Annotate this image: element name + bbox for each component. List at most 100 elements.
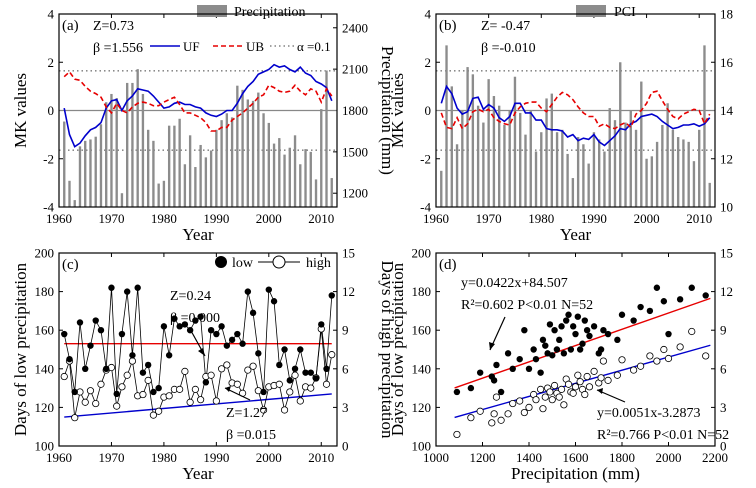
equation-low: R²=0.602 P<0.01 N=52 [461, 298, 593, 313]
low-point [586, 332, 593, 340]
low-point [646, 307, 654, 315]
bar [682, 139, 685, 207]
bar [450, 86, 453, 207]
y2-tick-label: 3 [342, 400, 349, 415]
high-point [597, 374, 605, 382]
high-point [249, 362, 257, 370]
low-point [82, 365, 89, 372]
bar [482, 122, 485, 207]
y-tick-label: 120 [35, 400, 55, 415]
y2-tick-label: 1500 [342, 144, 368, 159]
low-point [653, 284, 661, 291]
plot-frame [435, 13, 716, 208]
high-point [86, 387, 95, 395]
x-axis-title: Year [560, 225, 592, 244]
y2-tick-label: 14 [720, 103, 734, 118]
bar [645, 158, 648, 207]
low-point [176, 323, 183, 330]
low-point [276, 361, 283, 369]
low-point [597, 346, 605, 353]
bar [466, 67, 469, 207]
annotation: Z= -0.47 [481, 19, 530, 34]
y-tick-label: -2 [420, 151, 431, 166]
bar [99, 124, 103, 207]
low-point [539, 336, 547, 344]
low-point [139, 369, 147, 376]
y-axis-title: MK values [388, 73, 407, 148]
high-point [702, 352, 710, 360]
low-point [504, 350, 512, 357]
low-point [604, 330, 612, 338]
low-point [108, 284, 115, 291]
high-point [218, 365, 226, 373]
low-point [516, 355, 523, 363]
low-point [676, 296, 684, 303]
low-point [600, 327, 607, 334]
high-point [113, 402, 121, 410]
y-tick-label: 100 [412, 439, 432, 454]
high-point [557, 385, 566, 393]
high-point [504, 410, 512, 418]
high-point [497, 416, 505, 424]
bar [293, 135, 297, 207]
high-point [541, 393, 549, 401]
y2-tick-label: 15 [342, 246, 355, 261]
bar [152, 140, 155, 207]
equation-low: y=0.0422x+84.507 [461, 276, 568, 291]
low-point [476, 369, 484, 376]
bar [529, 110, 532, 207]
high-point [181, 367, 189, 375]
x-tick-label: 2000 [634, 211, 660, 226]
bar [304, 149, 307, 207]
high-point [555, 393, 563, 401]
low-point [87, 342, 94, 349]
bar [230, 117, 234, 207]
low-point [61, 330, 68, 338]
y-tick-label: 2 [48, 55, 55, 70]
low-point [509, 365, 516, 372]
equation-arrowhead [597, 388, 603, 394]
x-tick-label: 1980 [528, 211, 554, 226]
low-point [567, 346, 575, 353]
bar [136, 69, 139, 208]
bar [73, 200, 76, 207]
bar [178, 118, 181, 207]
bar [157, 183, 160, 207]
bar [94, 136, 97, 207]
y-tick-label: 160 [412, 323, 432, 338]
high-point [296, 397, 304, 405]
high-point [525, 403, 533, 411]
bar [278, 138, 281, 207]
ub-line [63, 70, 333, 132]
bar [78, 146, 82, 207]
legend-label: α =0.1 [297, 39, 331, 54]
low-point [134, 284, 141, 291]
bar [120, 193, 124, 207]
y-tick-label: 120 [412, 400, 432, 415]
x-tick-label: 2200 [702, 450, 728, 465]
high-point [576, 378, 584, 386]
low-point [688, 284, 695, 291]
low-point [270, 298, 278, 305]
bar [497, 105, 501, 207]
y-tick-label: 200 [412, 246, 432, 261]
low-point [207, 327, 215, 334]
legend-label: Precipitation [234, 5, 306, 20]
high-point [81, 398, 89, 406]
low-point [581, 317, 588, 324]
x-tick-label: 1980 [151, 211, 177, 226]
bar [110, 93, 113, 207]
low-point [307, 369, 314, 376]
bar [173, 125, 176, 207]
y-axis-title: MK values [11, 73, 30, 148]
high-point [581, 390, 589, 399]
x-tick-label: 2000 [256, 450, 282, 465]
panel-label: (d) [439, 257, 457, 273]
low-point [291, 365, 299, 372]
bar [199, 144, 202, 207]
bar [257, 92, 260, 207]
ub-line [440, 90, 711, 130]
x-tick-label: 1970 [98, 450, 124, 465]
uf-line [440, 84, 711, 147]
high-point [191, 385, 199, 393]
